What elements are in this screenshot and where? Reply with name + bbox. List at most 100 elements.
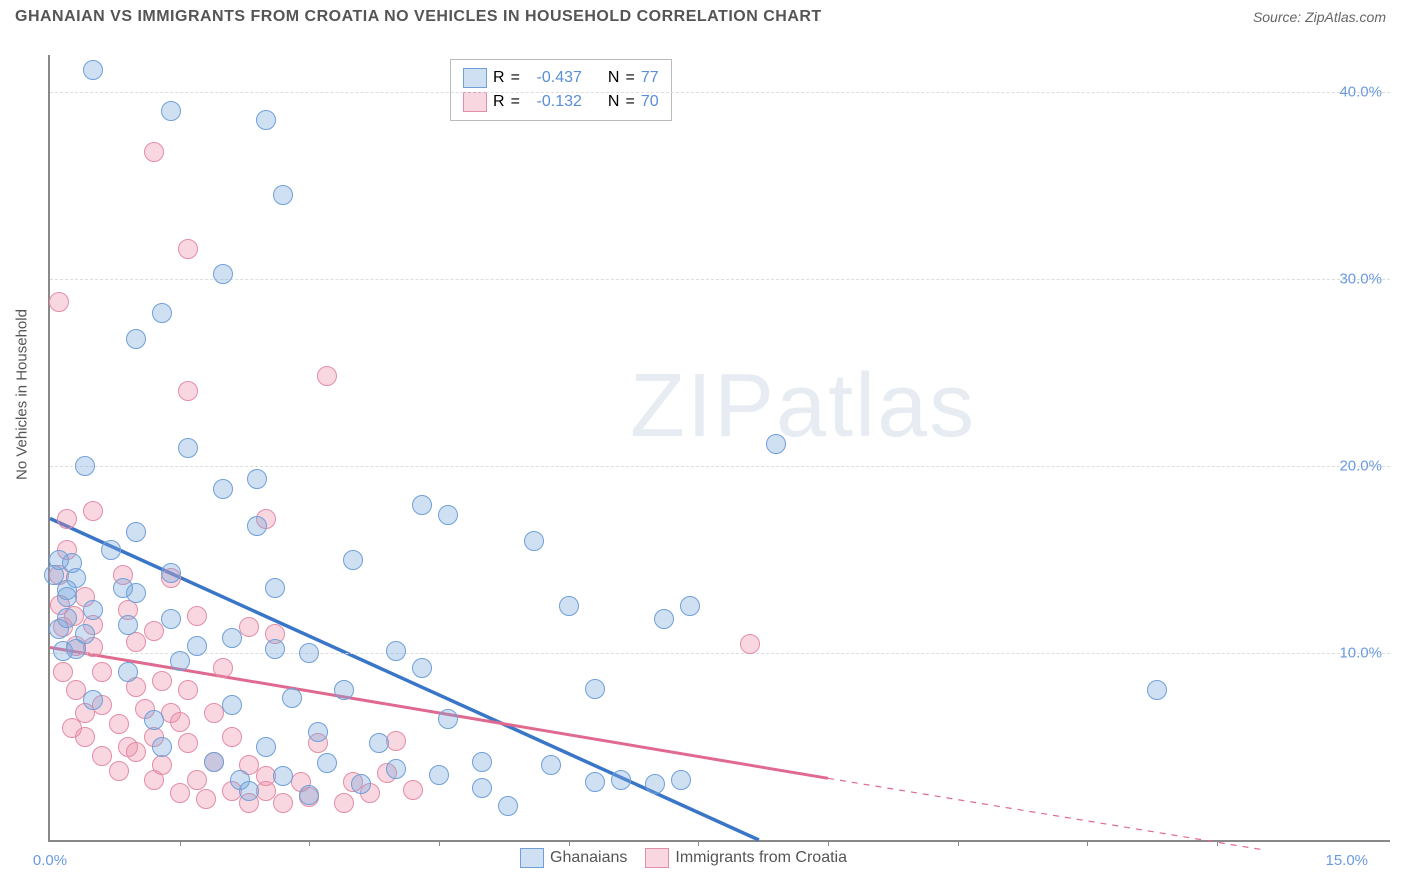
legend-row-croatia: R = -0.132 N = 70 bbox=[463, 90, 659, 114]
datapoint-croatia bbox=[178, 381, 198, 401]
datapoint-croatia bbox=[109, 761, 129, 781]
datapoint-ghanaians bbox=[126, 522, 146, 542]
legend-eq: = bbox=[625, 66, 634, 90]
datapoint-ghanaians bbox=[57, 608, 77, 628]
x-tick-mark bbox=[828, 840, 829, 846]
datapoint-ghanaians bbox=[161, 101, 181, 121]
datapoint-ghanaians bbox=[524, 531, 544, 551]
datapoint-croatia bbox=[317, 366, 337, 386]
datapoint-ghanaians bbox=[152, 737, 172, 757]
legend-n-label: N bbox=[608, 90, 620, 114]
datapoint-ghanaians bbox=[273, 766, 293, 786]
datapoint-croatia bbox=[178, 680, 198, 700]
datapoint-ghanaians bbox=[178, 438, 198, 458]
watermark-zip: ZIP bbox=[630, 356, 776, 456]
datapoint-croatia bbox=[386, 731, 406, 751]
datapoint-ghanaians bbox=[472, 752, 492, 772]
datapoint-ghanaians bbox=[118, 615, 138, 635]
legend-row-ghanaians: R = -0.437 N = 77 bbox=[463, 66, 659, 90]
chart-title: GHANAIAN VS IMMIGRANTS FROM CROATIA NO V… bbox=[15, 8, 822, 26]
datapoint-ghanaians bbox=[671, 770, 691, 790]
datapoint-croatia bbox=[118, 737, 138, 757]
datapoint-ghanaians bbox=[161, 563, 181, 583]
y-tick-label: 20.0% bbox=[1339, 458, 1382, 475]
datapoint-croatia bbox=[49, 292, 69, 312]
datapoint-ghanaians bbox=[282, 688, 302, 708]
legend-item-ghanaians: Ghanaians bbox=[520, 848, 627, 868]
datapoint-ghanaians bbox=[273, 185, 293, 205]
datapoint-ghanaians bbox=[256, 110, 276, 130]
datapoint-ghanaians bbox=[247, 516, 267, 536]
gridline-h bbox=[50, 92, 1390, 93]
datapoint-ghanaians bbox=[247, 469, 267, 489]
datapoint-ghanaians bbox=[680, 596, 700, 616]
legend-eq: = bbox=[511, 90, 520, 114]
datapoint-ghanaians bbox=[83, 60, 103, 80]
datapoint-ghanaians bbox=[256, 737, 276, 757]
x-tick-mark bbox=[309, 840, 310, 846]
datapoint-ghanaians bbox=[438, 709, 458, 729]
datapoint-ghanaians bbox=[126, 329, 146, 349]
datapoint-croatia bbox=[178, 733, 198, 753]
legend-r-value-ghanaians: -0.437 bbox=[526, 66, 582, 90]
y-tick-label: 30.0% bbox=[1339, 271, 1382, 288]
datapoint-croatia bbox=[109, 714, 129, 734]
legend-r-value-croatia: -0.132 bbox=[526, 90, 582, 114]
datapoint-ghanaians bbox=[118, 662, 138, 682]
datapoint-ghanaians bbox=[472, 778, 492, 798]
datapoint-croatia bbox=[83, 501, 103, 521]
datapoint-croatia bbox=[170, 783, 190, 803]
datapoint-ghanaians bbox=[654, 609, 674, 629]
scatter-chart: ZIPatlas R = -0.437 N = 77 R = -0.132 N … bbox=[48, 55, 1390, 842]
datapoint-ghanaians bbox=[308, 722, 328, 742]
watermark-atlas: atlas bbox=[776, 356, 976, 456]
datapoint-ghanaians bbox=[559, 596, 579, 616]
datapoint-croatia bbox=[57, 509, 77, 529]
datapoint-croatia bbox=[53, 662, 73, 682]
datapoint-ghanaians bbox=[44, 565, 64, 585]
datapoint-ghanaians bbox=[766, 434, 786, 454]
datapoint-ghanaians bbox=[265, 639, 285, 659]
correlation-legend: R = -0.437 N = 77 R = -0.132 N = 70 bbox=[450, 59, 672, 121]
datapoint-ghanaians bbox=[170, 651, 190, 671]
legend-n-label: N bbox=[608, 66, 620, 90]
source-attribution: Source: ZipAtlas.com bbox=[1253, 9, 1386, 25]
datapoint-ghanaians bbox=[1147, 680, 1167, 700]
datapoint-ghanaians bbox=[75, 456, 95, 476]
datapoint-ghanaians bbox=[611, 770, 631, 790]
legend-swatch bbox=[645, 848, 669, 868]
datapoint-ghanaians bbox=[213, 264, 233, 284]
datapoint-ghanaians bbox=[222, 628, 242, 648]
datapoint-ghanaians bbox=[83, 690, 103, 710]
datapoint-croatia bbox=[178, 239, 198, 259]
y-axis-label: No Vehicles in Household bbox=[14, 309, 31, 480]
legend-label-croatia: Immigrants from Croatia bbox=[675, 849, 847, 866]
datapoint-croatia bbox=[161, 703, 181, 723]
datapoint-croatia bbox=[152, 755, 172, 775]
x-tick-mark bbox=[439, 840, 440, 846]
x-tick-label: 15.0% bbox=[1325, 852, 1368, 869]
datapoint-ghanaians bbox=[585, 772, 605, 792]
legend-eq: = bbox=[511, 66, 520, 90]
x-tick-mark bbox=[1217, 840, 1218, 846]
series-legend: Ghanaians Immigrants from Croatia bbox=[520, 848, 847, 868]
legend-r-label: R bbox=[493, 66, 505, 90]
datapoint-ghanaians bbox=[541, 755, 561, 775]
datapoint-ghanaians bbox=[83, 600, 103, 620]
datapoint-ghanaians bbox=[386, 641, 406, 661]
datapoint-ghanaians bbox=[351, 774, 371, 794]
datapoint-ghanaians bbox=[299, 643, 319, 663]
datapoint-croatia bbox=[187, 606, 207, 626]
trendlines-svg bbox=[50, 55, 1390, 840]
legend-r-label: R bbox=[493, 90, 505, 114]
datapoint-ghanaians bbox=[343, 550, 363, 570]
datapoint-ghanaians bbox=[113, 578, 133, 598]
datapoint-ghanaians bbox=[144, 710, 164, 730]
datapoint-croatia bbox=[187, 770, 207, 790]
datapoint-ghanaians bbox=[317, 753, 337, 773]
datapoint-croatia bbox=[239, 617, 259, 637]
datapoint-croatia bbox=[403, 780, 423, 800]
x-tick-label: 0.0% bbox=[33, 852, 67, 869]
datapoint-croatia bbox=[92, 662, 112, 682]
y-tick-label: 10.0% bbox=[1339, 645, 1382, 662]
